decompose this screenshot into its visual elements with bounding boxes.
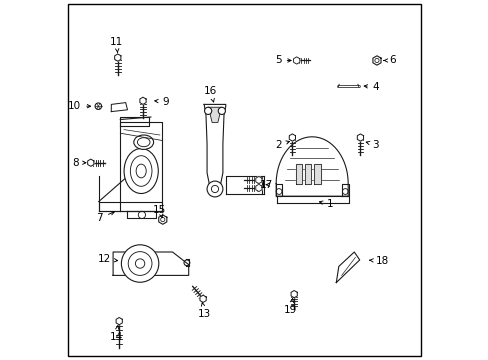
Text: 11: 11 [110, 37, 123, 53]
Polygon shape [290, 291, 297, 298]
Polygon shape [314, 164, 320, 184]
Polygon shape [116, 318, 122, 325]
Circle shape [95, 103, 102, 109]
Ellipse shape [130, 156, 152, 186]
Text: 8: 8 [72, 158, 86, 168]
Polygon shape [208, 107, 221, 122]
Polygon shape [372, 56, 380, 65]
Polygon shape [255, 176, 262, 184]
Text: 6: 6 [383, 55, 395, 66]
Polygon shape [159, 215, 166, 224]
Polygon shape [113, 252, 188, 275]
Circle shape [218, 107, 225, 114]
Circle shape [121, 245, 159, 282]
Circle shape [211, 185, 218, 193]
Text: 10: 10 [68, 101, 90, 111]
Ellipse shape [137, 138, 150, 147]
Text: 14: 14 [109, 326, 122, 342]
Polygon shape [120, 122, 162, 211]
Ellipse shape [136, 164, 146, 178]
Polygon shape [341, 184, 348, 196]
Polygon shape [225, 176, 261, 194]
Text: 5: 5 [274, 55, 290, 66]
Polygon shape [87, 159, 94, 166]
Text: 9: 9 [155, 96, 168, 107]
Polygon shape [336, 252, 359, 283]
Polygon shape [357, 134, 363, 141]
Polygon shape [114, 54, 121, 61]
Polygon shape [200, 295, 206, 302]
Text: 2: 2 [275, 140, 289, 150]
Polygon shape [276, 184, 282, 196]
Text: 13: 13 [198, 303, 211, 319]
Text: 4: 4 [364, 82, 378, 92]
Polygon shape [276, 196, 348, 203]
Polygon shape [295, 164, 302, 184]
Polygon shape [305, 164, 311, 184]
Ellipse shape [134, 135, 153, 149]
Polygon shape [111, 103, 127, 112]
Polygon shape [204, 104, 225, 194]
Polygon shape [255, 184, 262, 192]
Polygon shape [127, 211, 156, 218]
Polygon shape [140, 97, 146, 104]
Polygon shape [293, 57, 299, 64]
Ellipse shape [124, 149, 158, 194]
Polygon shape [276, 137, 347, 196]
Text: 12: 12 [97, 254, 118, 264]
Text: 16: 16 [203, 86, 217, 102]
Polygon shape [99, 202, 162, 211]
Circle shape [204, 107, 211, 114]
Text: 1: 1 [319, 199, 333, 210]
Text: 18: 18 [369, 256, 388, 266]
Text: 3: 3 [366, 140, 378, 150]
Circle shape [128, 252, 152, 275]
Text: 19: 19 [283, 299, 296, 315]
Circle shape [206, 181, 223, 197]
Circle shape [135, 259, 144, 268]
Polygon shape [289, 134, 295, 141]
Text: 17: 17 [260, 180, 273, 190]
Polygon shape [120, 117, 149, 126]
Text: 15: 15 [153, 204, 166, 218]
Text: 7: 7 [96, 212, 114, 223]
